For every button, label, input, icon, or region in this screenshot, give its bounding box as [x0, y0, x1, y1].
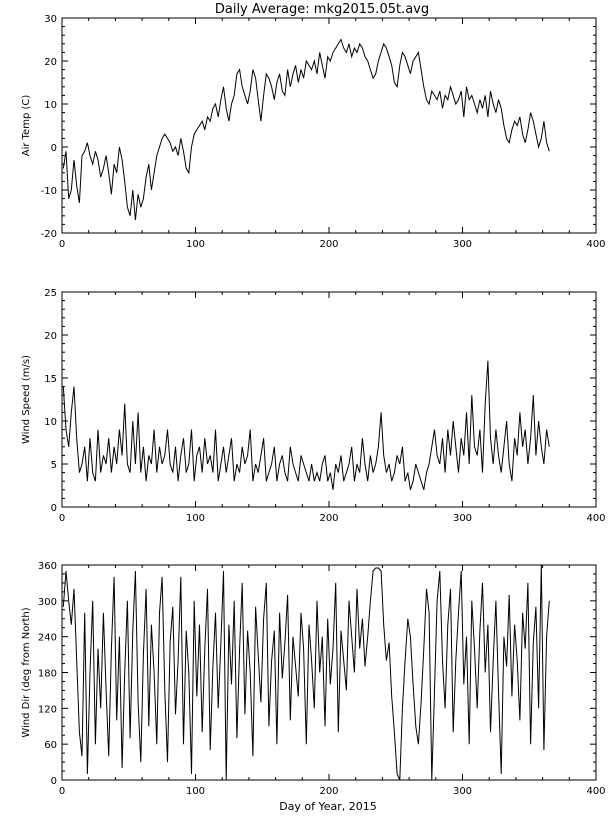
y-tick-label: 360 — [38, 561, 57, 572]
chart-panel-2: 0 100 200 300 400 0 5 10 15 20 25 Wind Speed (m/s) — [21, 288, 606, 524]
x-axis-label: Day of Year, 2015 — [279, 800, 377, 813]
x-tick-label: 200 — [319, 239, 338, 250]
y-axis-label: Wind Speed (m/s) — [21, 355, 32, 444]
series-line — [62, 564, 550, 781]
series-line — [62, 360, 550, 490]
y-tick-label: 0 — [51, 503, 57, 514]
x-tick-label: 400 — [586, 786, 605, 797]
x-tick-label: 100 — [186, 239, 205, 250]
x-tick-label: 200 — [319, 786, 338, 797]
x-tick-label: 400 — [586, 513, 605, 524]
y-axis-label: Wind Dir (deg from North) — [21, 607, 32, 737]
y-axis-label: Air Temp (C) — [21, 95, 32, 157]
y-tick-label: 300 — [38, 597, 57, 608]
x-tick-label: 300 — [453, 513, 472, 524]
x-tick-label: 300 — [453, 786, 472, 797]
y-tick-label: 180 — [38, 669, 57, 680]
y-tick-label: 25 — [44, 288, 57, 299]
y-tick-label: 240 — [38, 633, 57, 644]
y-tick-label: 10 — [44, 417, 57, 428]
x-tick-label: 0 — [59, 786, 65, 797]
x-tick-label: 200 — [319, 513, 338, 524]
y-tick-label: 10 — [44, 100, 57, 111]
y-tick-label: 0 — [51, 776, 57, 787]
x-tick-label: 0 — [59, 513, 65, 524]
chart-title: Daily Average: mkg2015.05t.avg — [215, 2, 429, 17]
x-tick-label: 300 — [453, 239, 472, 250]
y-tick-label: 20 — [44, 331, 57, 342]
y-tick-label: 15 — [44, 374, 57, 385]
y-tick-label: -20 — [41, 229, 57, 240]
x-tick-label: 100 — [186, 513, 205, 524]
x-tick-label: 100 — [186, 786, 205, 797]
chart-panel-1: 0 100 200 300 400 -20 -10 0 10 20 30 Air Temp (C) — [21, 14, 606, 250]
y-tick-label: 30 — [44, 14, 57, 25]
chart-panel-3: 0 100 200 300 400 0 60 120 180 240 300 360 Wind Dir … — [21, 561, 606, 797]
y-tick-label: 60 — [44, 740, 57, 751]
x-tick-label: 0 — [59, 239, 65, 250]
y-tick-label: -10 — [41, 186, 57, 197]
series-line — [62, 38, 550, 221]
y-tick-label: 0 — [51, 143, 57, 154]
y-tick-label: 20 — [44, 57, 57, 68]
y-tick-label: 5 — [51, 460, 57, 471]
x-tick-label: 400 — [586, 239, 605, 250]
y-tick-label: 120 — [38, 704, 57, 715]
